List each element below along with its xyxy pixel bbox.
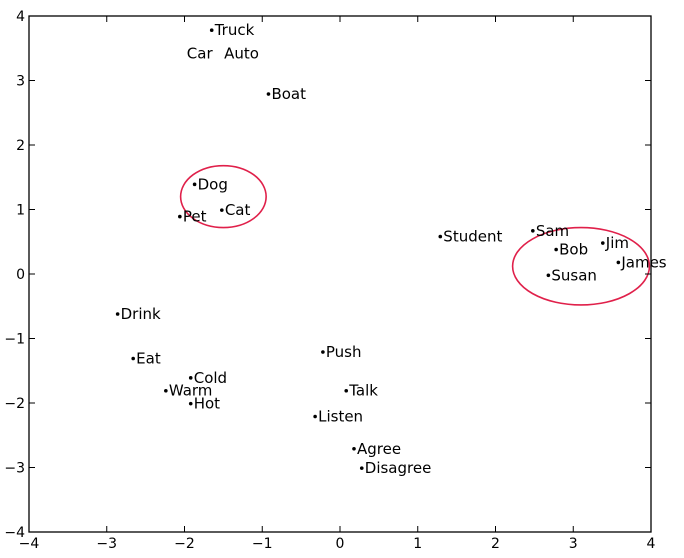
data-point: Agree	[352, 440, 401, 458]
point-marker	[438, 234, 443, 239]
point-label: Agree	[357, 440, 401, 458]
point-label: Warm	[169, 382, 213, 400]
x-tick-label: 4	[647, 536, 656, 552]
data-point: Susan	[546, 266, 597, 284]
data-point: Eat	[131, 349, 161, 367]
data-point: Drink	[115, 305, 161, 323]
y-tick-label: 4	[16, 9, 25, 25]
point-marker	[616, 260, 621, 265]
point-marker	[359, 466, 364, 470]
data-point: Cold	[188, 369, 227, 387]
point-marker	[600, 241, 605, 245]
data-point: Cat	[220, 201, 250, 219]
tick-labels-layer: −4 −3 −2 −1 0 1 2 3 4 −4 −3 −2 −1 0 1 2 3 4	[4, 9, 655, 552]
point-marker	[209, 28, 214, 32]
data-point: James	[616, 253, 667, 271]
point-marker	[546, 273, 551, 278]
x-tick-label: 3	[569, 536, 578, 552]
point-label: Talk	[348, 382, 378, 400]
point-marker	[344, 388, 349, 393]
ticks-layer	[28, 15, 652, 533]
point-marker	[220, 208, 224, 212]
point-label: Auto	[224, 45, 259, 63]
y-tick-label: −2	[4, 396, 25, 412]
y-tick-label: −3	[4, 461, 25, 477]
highlight-ellipse	[511, 226, 651, 306]
data-point: Jim	[600, 234, 629, 252]
point-marker	[554, 247, 558, 252]
annotations-layer	[179, 164, 651, 306]
point-marker	[115, 312, 120, 316]
point-label: Listen	[318, 408, 363, 426]
data-point: Bob	[554, 240, 588, 258]
point-label: Bob	[559, 240, 588, 258]
point-marker	[178, 214, 182, 219]
data-point: Talk	[344, 382, 378, 400]
y-tick-label: 3	[16, 74, 25, 90]
data-point: Pet	[178, 208, 207, 226]
data-point: Car	[187, 45, 214, 63]
data-point: Boat	[266, 85, 306, 103]
point-marker	[321, 350, 325, 354]
data-point: Warm	[164, 382, 212, 400]
point-label: Jim	[605, 234, 629, 252]
point-marker	[531, 228, 535, 233]
point-label: Drink	[121, 305, 161, 323]
point-label: Car	[187, 45, 214, 63]
data-point: Sam	[531, 222, 569, 240]
point-marker	[188, 401, 193, 406]
point-label: Pet	[183, 208, 207, 226]
point-marker	[266, 92, 271, 96]
data-point: Auto	[224, 45, 259, 63]
point-label: Sam	[536, 222, 569, 240]
point-marker	[352, 446, 356, 451]
y-tick-label: 1	[16, 203, 25, 219]
point-label: James	[620, 253, 666, 271]
point-marker	[313, 414, 317, 419]
point-label: Cat	[225, 201, 251, 219]
y-tick-label: 0	[16, 267, 25, 283]
data-point: Listen	[313, 408, 363, 426]
x-tick-label: −2	[174, 536, 195, 552]
data-point: Disagree	[359, 459, 432, 477]
point-marker	[188, 376, 193, 380]
data-point: Dog	[192, 175, 228, 193]
point-label: Student	[443, 228, 502, 246]
x-tick-label: 1	[413, 536, 422, 552]
data-point: Hot	[188, 395, 220, 413]
point-label: Disagree	[365, 459, 432, 477]
point-marker	[192, 182, 197, 187]
x-tick-label: 2	[491, 536, 500, 552]
x-tick-label: −1	[252, 536, 273, 552]
y-tick-label: −1	[4, 332, 25, 348]
y-tick-label: 2	[16, 138, 25, 154]
point-label: Dog	[198, 175, 228, 193]
point-label: Hot	[194, 395, 220, 413]
point-marker	[164, 388, 168, 393]
data-point: Push	[321, 343, 362, 361]
highlight-ellipse	[179, 164, 267, 229]
x-tick-label: 0	[336, 536, 345, 552]
point-label: Susan	[551, 266, 597, 284]
x-tick-label: −4	[19, 536, 40, 552]
x-tick-label: −3	[96, 536, 117, 552]
point-label: Cold	[194, 369, 227, 387]
y-tick-label: −4	[4, 525, 25, 541]
point-label: Boat	[271, 85, 306, 103]
data-point: Student	[438, 228, 502, 246]
point-label: Truck	[214, 21, 255, 39]
point-label: Push	[326, 343, 362, 361]
point-label: Eat	[136, 349, 161, 367]
data-point: Truck	[209, 21, 255, 39]
point-marker	[131, 356, 135, 361]
